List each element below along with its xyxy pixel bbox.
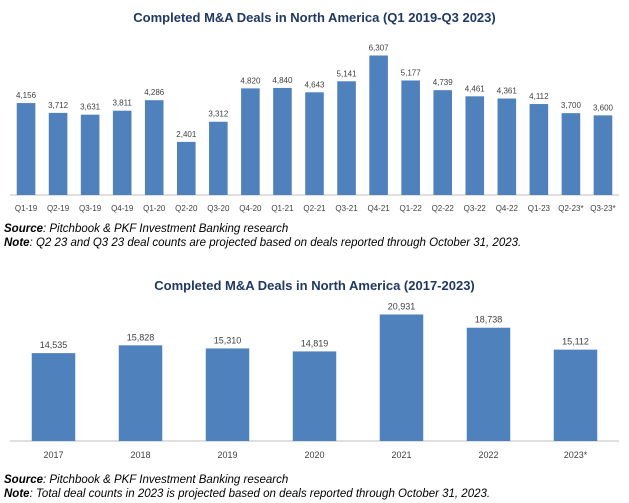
chart2-bar-2020 — [292, 351, 337, 441]
chart2-source-text: : Pitchbook & PKF Investment Banking res… — [43, 474, 289, 486]
chart1-data-label-Q4-21: 6,307 — [369, 43, 390, 52]
chart2-note-label: Note — [4, 488, 30, 500]
chart2-bar-2021 — [379, 314, 424, 441]
chart1-bar-Q2-22 — [433, 90, 453, 195]
chart1-bar-Q1-22 — [401, 80, 420, 195]
chart2-data-label-2020: 14,819 — [301, 338, 329, 348]
chart2-tick-label-2020: 2020 — [304, 450, 324, 460]
chart2-source: Source: Pitchbook & PKF Investment Banki… — [4, 473, 288, 487]
chart1-bar-Q3-22 — [465, 96, 485, 195]
chart1-tick-label-Q3-19: Q3-19 — [79, 204, 102, 213]
chart2-bar-2022 — [466, 327, 511, 441]
chart1-data-label-Q3-22: 4,461 — [465, 84, 486, 93]
chart1-bar-Q2-21 — [305, 92, 324, 195]
chart2-data-label-2023*: 15,112 — [562, 337, 589, 347]
chart2-plot: 14,535 2017 15,828 2018 15,310 2019 14,819 2020… — [10, 301, 619, 460]
chart2-tick-label-2018: 2018 — [130, 450, 150, 460]
chart2-source-label: Source — [4, 474, 43, 486]
chart1-note-label: Note — [4, 237, 30, 249]
chart1-data-label-Q2-21: 4,643 — [304, 80, 325, 89]
chart1-title: Completed M&A Deals in North America (Q1… — [133, 10, 496, 25]
chart1-data-label-Q1-20: 4,286 — [144, 88, 165, 97]
chart2-tick-label-2021: 2021 — [391, 450, 411, 460]
chart1-tick-label-Q4-21: Q4-21 — [367, 204, 390, 213]
chart2-data-label-2021: 20,931 — [388, 301, 416, 311]
chart1-data-label-Q1-23: 4,112 — [529, 92, 549, 101]
chart1-source: Source: Pitchbook & PKF Investment Banki… — [4, 222, 288, 236]
chart1-bar-Q1-19 — [16, 103, 36, 195]
chart2-bar-2018 — [118, 345, 163, 441]
chart1-bar-Q3-20 — [209, 121, 228, 195]
chart1-bar-Q1-21 — [273, 87, 292, 195]
chart1-tick-label-Q1-19: Q1-19 — [15, 204, 38, 213]
chart1-bar-Q4-20 — [241, 88, 260, 195]
chart1-data-label-Q3-21: 5,141 — [337, 69, 358, 78]
chart1-tick-label-Q2-19: Q2-19 — [47, 204, 70, 213]
chart1-data-label-Q4-20: 4,820 — [240, 76, 261, 85]
chart1-tick-label-Q1-20: Q1-20 — [143, 204, 166, 213]
chart1-tick-label-Q1-23: Q1-23 — [528, 204, 551, 213]
chart1-data-label-Q3-20: 3,312 — [208, 110, 229, 119]
chart1-data-label-Q1-19: 4,156 — [16, 91, 37, 100]
chart2-bar-2017 — [31, 353, 76, 441]
chart2-note-text: : Total deal counts in 2023 is projected… — [29, 488, 491, 500]
chart1-tick-label-Q1-21: Q1-21 — [271, 204, 294, 213]
chart1-bar-Q2-20 — [176, 141, 196, 195]
chart1-tick-label-Q3-20: Q3-20 — [207, 204, 230, 213]
chart1-tick-label-Q3-21: Q3-21 — [335, 204, 358, 213]
chart1-tick-label-Q1-22: Q1-22 — [400, 204, 423, 213]
chart1-plot: 4,156 Q1-19 3,712 Q2-19 3,631 Q3-19 3,811 Q4-19… — [10, 43, 619, 213]
chart1-source-text: : Pitchbook & PKF Investment Banking res… — [43, 223, 289, 235]
chart1-data-label-Q1-21: 4,840 — [272, 76, 293, 85]
chart1-data-label-Q3-19: 3,631 — [80, 103, 101, 112]
chart2-tick-label-2017: 2017 — [43, 450, 63, 460]
chart1-data-label-Q1-22: 5,177 — [401, 68, 422, 77]
chart2-title: Completed M&A Deals in North America (20… — [154, 278, 475, 293]
chart1-tick-label-Q2-21: Q2-21 — [303, 204, 326, 213]
chart1-data-label-Q2-22: 4,739 — [433, 78, 454, 87]
chart2-data-label-2019: 15,310 — [214, 335, 242, 345]
chart1-tick-label-Q3-22: Q3-22 — [464, 204, 487, 213]
chart1-data-label-Q3-23*: 3,600 — [593, 103, 614, 112]
chart2-data-label-2018: 15,828 — [127, 332, 155, 342]
chart1-source-label: Source — [4, 223, 43, 235]
chart1-tick-label-Q4-20: Q4-20 — [239, 204, 262, 213]
chart1-bar-Q3-23* — [593, 115, 613, 195]
chart1-bar-Q4-19 — [112, 110, 132, 195]
chart1-data-label-Q4-19: 3,811 — [112, 99, 132, 108]
chart1-bar-Q4-21 — [369, 55, 388, 196]
chart2-tick-label-2023*: 2023* — [564, 450, 588, 460]
chart1-tick-label-Q4-22: Q4-22 — [496, 204, 519, 213]
chart1-bar-Q2-23* — [561, 113, 581, 195]
chart1-data-label-Q2-19: 3,712 — [48, 101, 69, 110]
chart1-bar-Q3-19 — [80, 114, 100, 195]
chart1-tick-label-Q4-19: Q4-19 — [111, 204, 134, 213]
chart1-data-label-Q4-22: 4,361 — [497, 87, 518, 96]
chart1-tick-label-Q3-23*: Q3-23* — [590, 204, 615, 213]
chart1-bar-Q4-22 — [497, 98, 517, 195]
chart2-bar-2023* — [553, 349, 598, 441]
chart2-bar-2019 — [205, 348, 250, 441]
chart1-data-label-Q2-23*: 3,700 — [561, 101, 582, 110]
chart1-bar-Q1-23 — [529, 104, 549, 195]
chart1-note: Note: Q2 23 and Q3 23 deal counts are pr… — [4, 236, 521, 250]
chart1-tick-label-Q2-22: Q2-22 — [432, 204, 455, 213]
chart1-bar-Q1-20 — [144, 100, 164, 195]
chart1-data-label-Q2-20: 2,401 — [176, 130, 197, 139]
chart1-note-text: : Q2 23 and Q3 23 deal counts are projec… — [29, 237, 522, 249]
chart1-tick-label-Q2-23*: Q2-23* — [558, 204, 583, 213]
chart2-data-label-2017: 14,535 — [40, 340, 68, 350]
chart2-note: Note: Total deal counts in 2023 is proje… — [4, 487, 490, 501]
chart2-tick-label-2019: 2019 — [217, 450, 237, 460]
chart2-tick-label-2022: 2022 — [478, 450, 498, 460]
chart1-tick-label-Q2-20: Q2-20 — [175, 204, 198, 213]
chart1-bar-Q3-21 — [337, 81, 356, 195]
chart2-data-label-2022: 18,738 — [475, 315, 503, 325]
chart1-bar-Q2-19 — [48, 112, 68, 195]
